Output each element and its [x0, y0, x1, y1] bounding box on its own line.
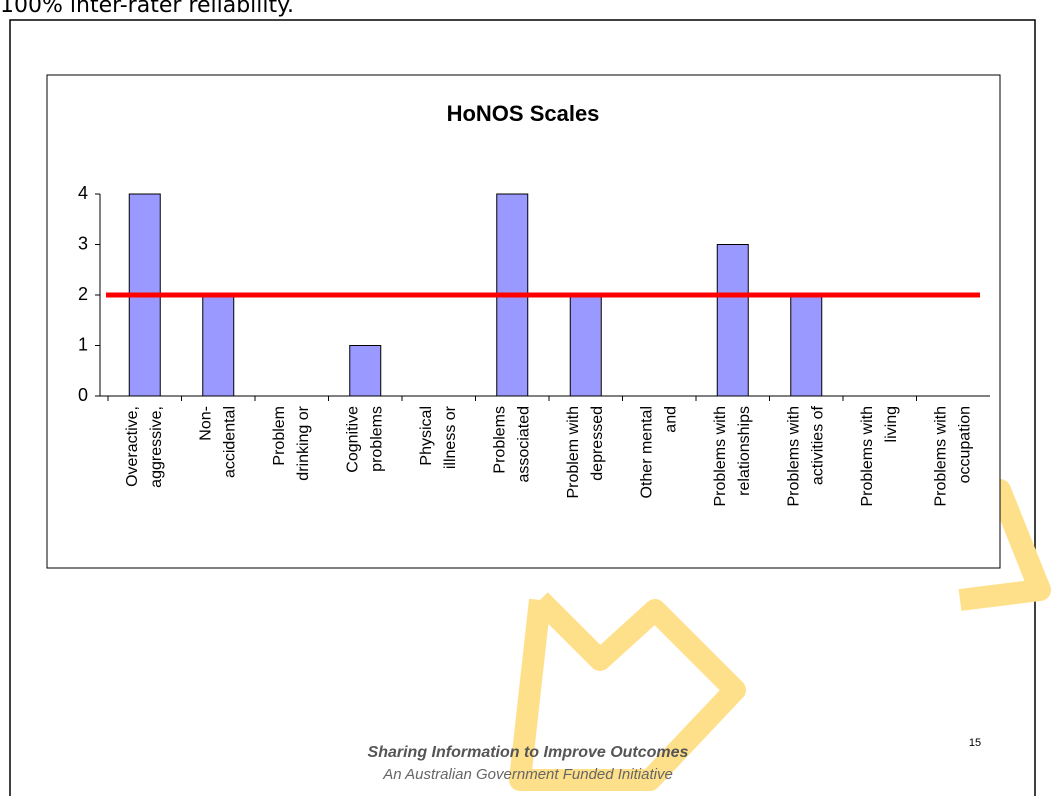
slide-heading: 100% inter-rater reliability. [0, 0, 294, 18]
x-tick-label: Other mental and [638, 406, 679, 498]
x-tick-label: Problems with relationships [712, 406, 753, 506]
x-tick-label: Physical illness or [418, 405, 459, 469]
bar [716, 244, 749, 397]
x-tick-label: Problems with occupation [932, 406, 973, 506]
x-tick-label: Problems associated [491, 406, 532, 483]
page-number: 15 [969, 737, 981, 749]
chart-title: HoNOS Scales [447, 101, 600, 126]
bar [790, 294, 823, 397]
slide-border [9, 19, 1036, 796]
bar [569, 294, 602, 397]
x-tick-label: Overactive, aggressive, [124, 406, 165, 488]
y-tick-label: 2 [78, 284, 88, 304]
x-tick-label: Cognitive problems [344, 406, 385, 473]
bar [349, 345, 382, 397]
x-tick-label: Problems with activities of [785, 405, 826, 506]
x-tick-label: Problem drinking or [271, 405, 312, 480]
y-tick-label: 0 [78, 385, 88, 405]
x-tick-label: Problem with depressed [565, 406, 606, 498]
footer: Sharing Information to Improve Outcomes [368, 744, 689, 761]
x-tick-label: Problems with living [859, 406, 900, 506]
y-tick-label: 4 [78, 183, 88, 203]
x-tick-label: Non-accidental [197, 406, 238, 478]
bar [202, 294, 235, 397]
footer: An Australian Government Funded Initiati… [382, 766, 673, 783]
arrow-shape [509, 592, 746, 791]
y-tick-label: 1 [78, 334, 88, 354]
y-tick-label: 3 [78, 233, 88, 253]
